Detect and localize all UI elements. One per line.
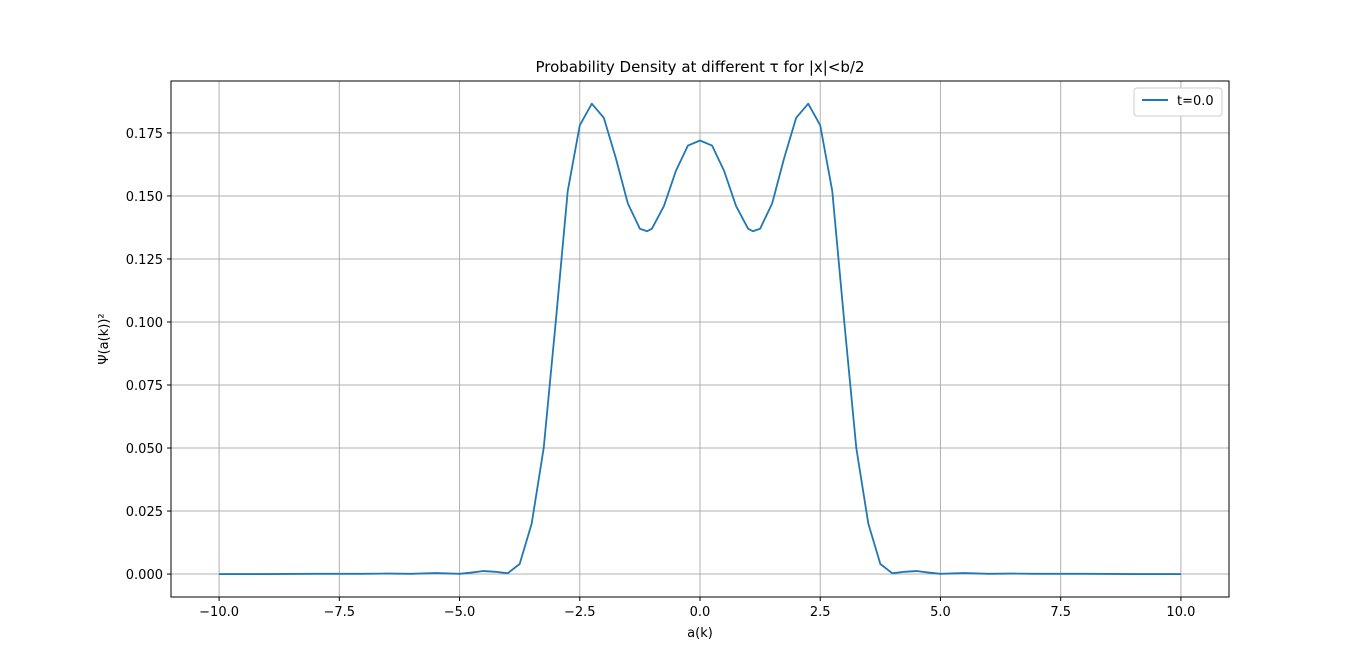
legend: t=0.0 (1133, 87, 1223, 117)
y-tick-label: 0.100 (126, 316, 163, 331)
x-tick-label: −10.0 (199, 605, 239, 620)
x-tick-label: −2.5 (564, 605, 596, 620)
legend-box (1133, 87, 1223, 117)
y-tick-label: 0.150 (126, 190, 163, 205)
x-axis-label: a(k) (687, 626, 713, 641)
x-tick-label: 7.5 (1050, 605, 1071, 620)
legend-label: t=0.0 (1177, 94, 1214, 109)
y-tick-label: 0.050 (126, 442, 163, 457)
y-tick-label: 0.125 (126, 253, 163, 268)
x-tick-label: 2.5 (810, 605, 831, 620)
x-tick-label: −7.5 (324, 605, 356, 620)
y-axis-label: Ψ(a(k))² (97, 313, 112, 364)
x-tick-label: 5.0 (930, 605, 951, 620)
x-tick-label: 10.0 (1166, 605, 1195, 620)
plot-frame (170, 80, 1230, 598)
data-line (219, 102, 1181, 575)
y-tick-label: 0.025 (126, 505, 163, 520)
y-tick-label: 0.175 (126, 127, 163, 142)
y-tick-label: 0.000 (126, 568, 163, 583)
chart-title: Probability Density at different τ for |… (535, 58, 864, 76)
x-tick-label: 0.0 (690, 605, 711, 620)
x-tick-label: −5.0 (444, 605, 476, 620)
y-tick-label: 0.075 (126, 379, 163, 394)
